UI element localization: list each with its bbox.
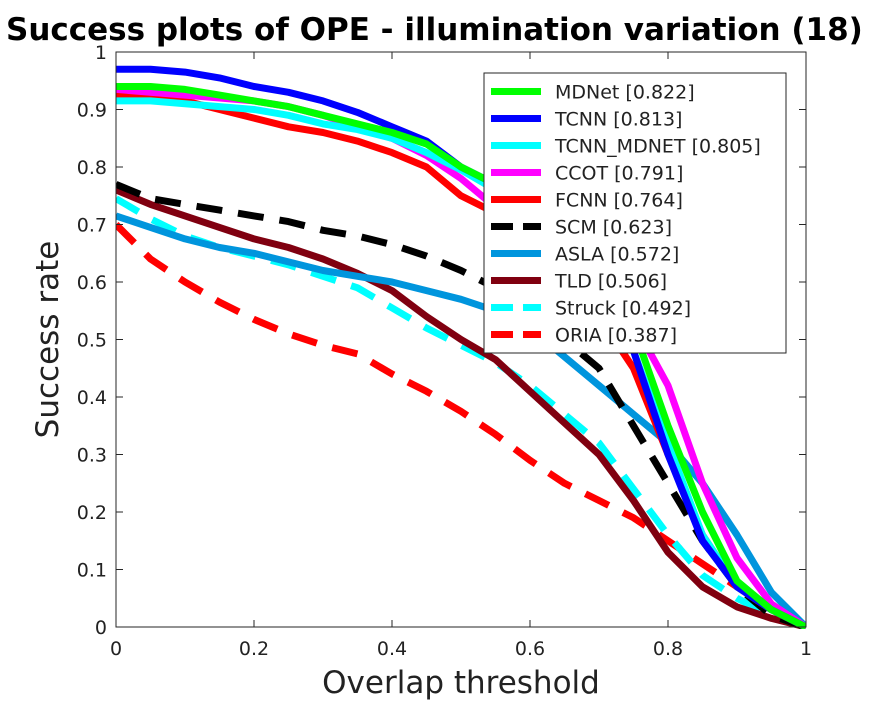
y-tick-label: 0.4 (77, 387, 107, 409)
x-tick-label: 0.8 (653, 638, 683, 660)
y-tick-label: 0.9 (77, 100, 107, 122)
x-tick-label: 1 (800, 638, 812, 660)
x-axis-ticks: 0 0.2 0.4 0.6 0.8 1 (110, 52, 812, 660)
series-line-5 (116, 181, 806, 629)
y-tick-label: 0.8 (77, 157, 107, 179)
legend-entry-label: ASLA [0.572] (555, 244, 679, 266)
y-axis-ticks: 0 0.1 0.2 0.3 0.4 0.5 0.6 0.7 0.8 0.9 1 (77, 42, 806, 639)
legend: MDNet [0.822] TCNN [0.813] TCNN_MDNET [0.8… (483, 72, 787, 354)
y-tick-label: 0.7 (77, 215, 107, 237)
y-tick-label: 0.5 (77, 330, 107, 352)
plot-lines (116, 65, 806, 629)
legend-entry-label: Struck [0.492] (555, 298, 691, 320)
x-axis-label: Overlap threshold (322, 665, 600, 701)
chart-title: Success plots of OPE - illumination vari… (6, 12, 863, 48)
legend-entry-label: MDNet [0.822] (555, 82, 695, 104)
series-line-6 (116, 212, 806, 629)
legend-entry-label: SCM [0.623] (555, 217, 672, 239)
series-line-7 (116, 186, 806, 629)
series-line-0 (116, 83, 806, 629)
legend-entry-label: CCOT [0.791] (555, 163, 683, 185)
y-tick-label: 0.6 (77, 272, 107, 294)
y-tick-label: 0.2 (77, 502, 107, 524)
legend-entry-label: TLD [0.506] (554, 271, 667, 293)
y-tick-label: 0 (95, 617, 107, 639)
y-tick-label: 1 (95, 42, 107, 64)
x-tick-label: 0.4 (377, 638, 407, 660)
y-tick-label: 0.3 (77, 445, 107, 467)
legend-entry-label: TCNN_MDNET [0.805] (554, 136, 761, 158)
x-tick-label: 0 (110, 638, 122, 660)
legend-entry-label: ORIA [0.387] (555, 325, 677, 347)
legend-entry-label: FCNN [0.764] (555, 190, 683, 212)
x-tick-label: 0.6 (515, 638, 545, 660)
x-tick-label: 0.2 (239, 638, 269, 660)
y-axis-label: Success rate (30, 241, 66, 439)
y-tick-label: 0.1 (77, 560, 107, 582)
legend-entry-label: TCNN [0.813] (554, 109, 682, 131)
series-line-9 (116, 222, 806, 629)
